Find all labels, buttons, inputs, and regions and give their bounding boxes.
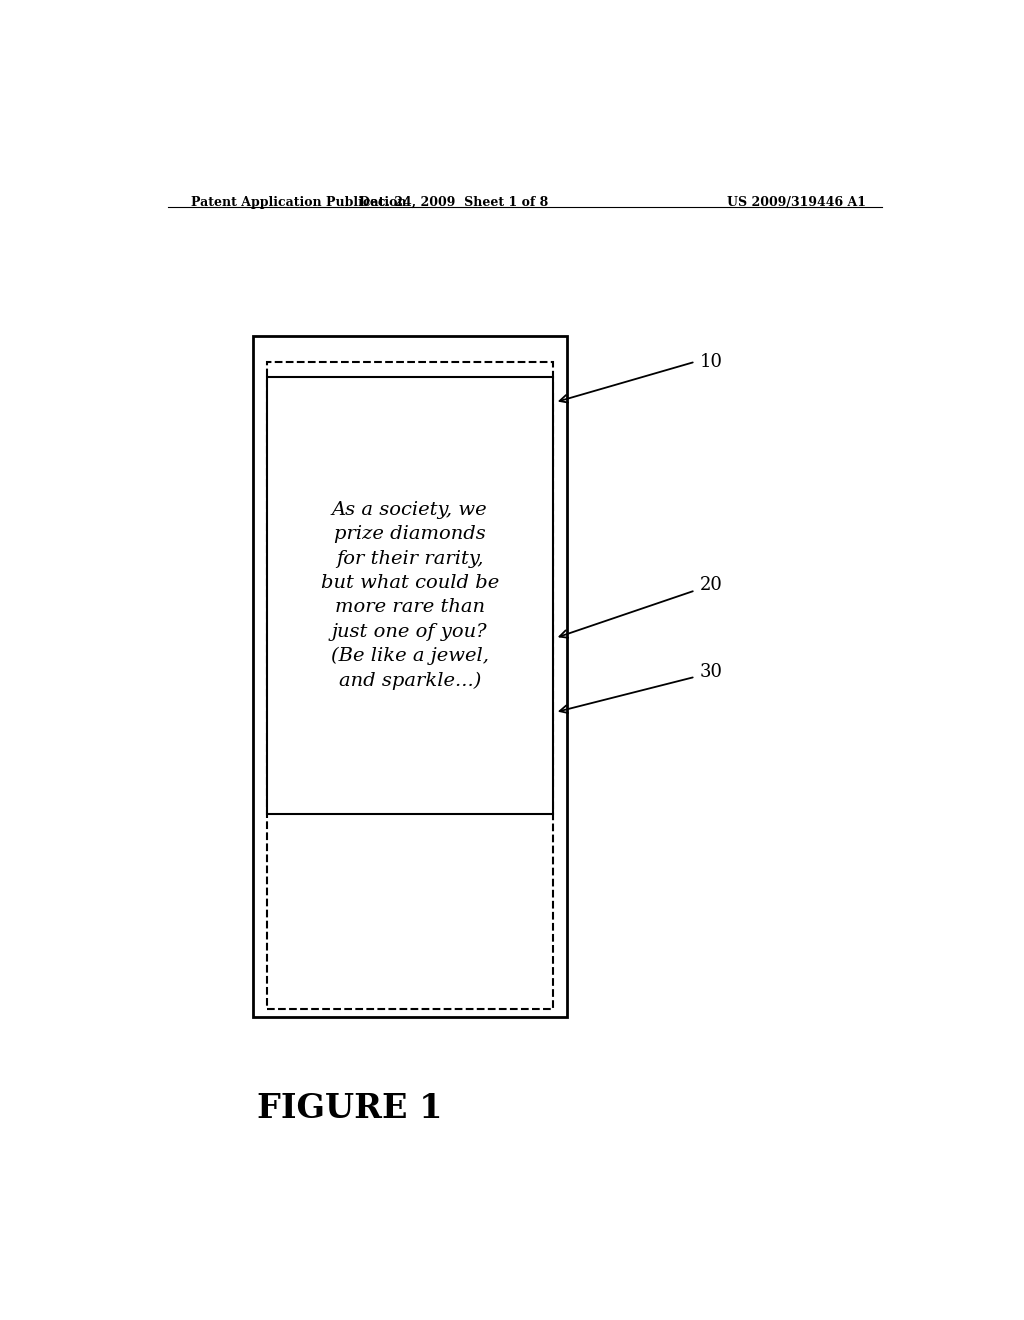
Text: As a society, we
prize diamonds
for their rarity,
but what could be
more rare th: As a society, we prize diamonds for thei… (321, 502, 499, 690)
Bar (253, 337, 567, 1018)
Text: 10: 10 (699, 352, 722, 371)
Text: Dec. 24, 2009  Sheet 1 of 8: Dec. 24, 2009 Sheet 1 of 8 (358, 195, 548, 209)
Text: 20: 20 (699, 577, 722, 594)
Text: 30: 30 (699, 663, 722, 681)
Text: FIGURE 1: FIGURE 1 (257, 1092, 443, 1125)
Bar (267, 378, 553, 814)
Text: Patent Application Publication: Patent Application Publication (191, 195, 407, 209)
Text: US 2009/319446 A1: US 2009/319446 A1 (727, 195, 866, 209)
Bar (267, 362, 553, 1008)
